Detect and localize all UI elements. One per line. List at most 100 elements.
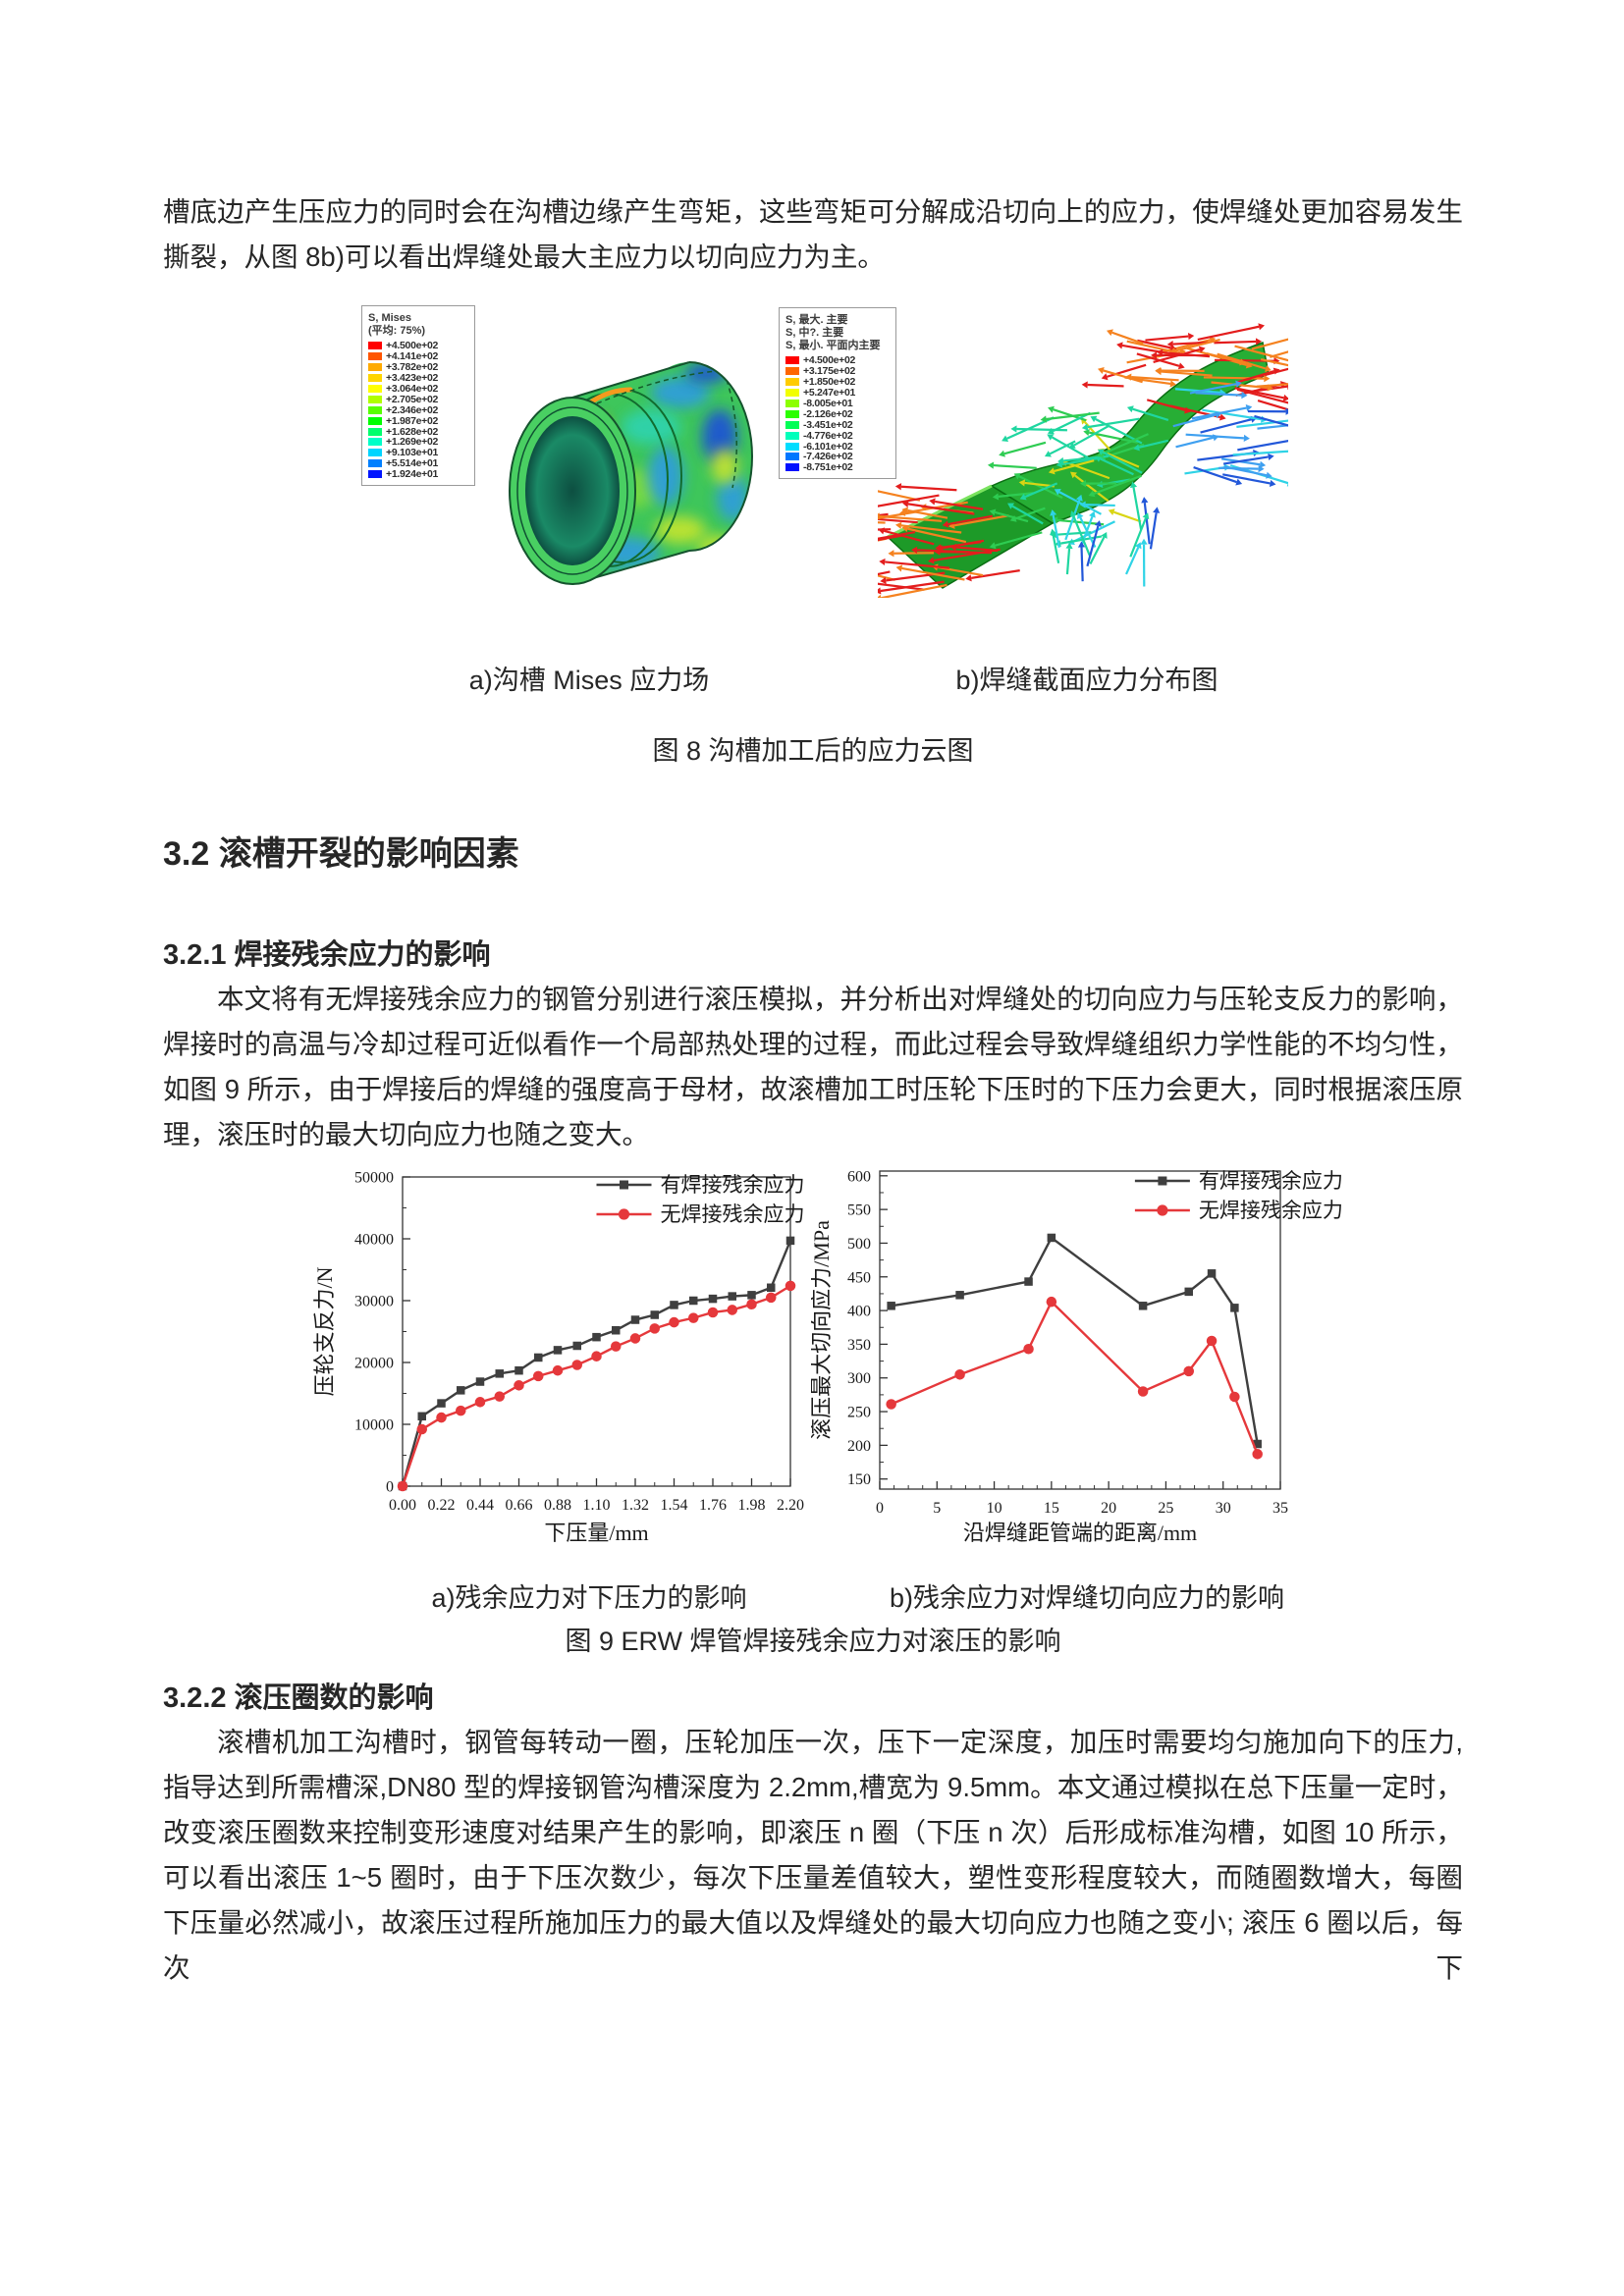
figure-9: 0.00 0.22 0.44 0.66 0.88 1.10 1.32 1.54 1.76 1.98… — [163, 1157, 1463, 1555]
legend-value: +3.782e+02 — [386, 361, 439, 374]
series-1 — [886, 1296, 1263, 1460]
legend-row: +4.141e+02 — [368, 350, 469, 362]
svg-text:15: 15 — [1044, 1500, 1059, 1517]
page-content: 槽底边产生压应力的同时会在沟槽边缘产生弯矩，这些弯矩可分解成沿切向上的应力，使焊… — [163, 0, 1463, 1991]
svg-text:30: 30 — [1216, 1500, 1231, 1517]
legend-value: +4.500e+02 — [386, 340, 439, 352]
legend-title: S, 最大. 主要 — [785, 314, 848, 326]
legend-row: +3.175e+02 — [785, 365, 891, 377]
svg-text:200: 200 — [847, 1438, 871, 1455]
chart-max-tangential-stress: 0 5 10 15 20 25 30 35 150 200 250 300 350 400 450 500 55… — [811, 1168, 1343, 1545]
legend-title: S, Mises — [368, 312, 412, 324]
legend-value: +5.514e+01 — [386, 457, 439, 470]
legend-value: -7.426e+02 — [803, 451, 853, 463]
legend-row: +3.782e+02 — [368, 361, 469, 374]
color-swatch — [785, 463, 799, 472]
svg-text:1.10: 1.10 — [583, 1497, 611, 1514]
legend-row: +1.269e+02 — [368, 436, 469, 448]
abaqus-legend-mises: S, Mises (平均: 75%) +4.500e+02 +4.141e+02 +… — [361, 305, 475, 486]
legend-value: -4.776e+02 — [803, 429, 853, 442]
legend-row: -7.426e+02 — [785, 451, 891, 463]
svg-text:0: 0 — [876, 1500, 884, 1517]
color-swatch — [368, 342, 382, 350]
legend-color-scale: +4.500e+02 +4.141e+02 +3.782e+02 +3.423e+02… — [368, 340, 469, 480]
svg-text:150: 150 — [847, 1471, 871, 1488]
color-swatch — [785, 356, 799, 365]
svg-text:有焊接残余应力: 有焊接残余应力 — [661, 1173, 805, 1197]
svg-text:0.00: 0.00 — [389, 1497, 416, 1514]
svg-text:450: 450 — [847, 1269, 871, 1286]
axes: 0 5 10 15 20 25 30 35 150 200 250 300 350 400 450 500 55… — [847, 1168, 1288, 1517]
y-axis-label: 压轮支反力/N — [312, 1266, 337, 1396]
abaqus-legend-principal: S, 最大. 主要 S, 中?. 主要 S, 最小. 平面内主要 +4.500e… — [779, 307, 896, 479]
svg-text:40000: 40000 — [354, 1232, 394, 1249]
legend-value: +2.346e+02 — [386, 403, 439, 416]
legend-row: +3.064e+02 — [368, 383, 469, 395]
heading-3-2-1: 3.2.1 焊接残余应力的影响 — [163, 939, 491, 971]
color-swatch — [368, 470, 382, 479]
caption-8b: b)焊缝截面应力分布图 — [955, 666, 1218, 695]
legend-row: +1.924e+01 — [368, 468, 469, 480]
color-swatch — [368, 427, 382, 436]
svg-text:5: 5 — [933, 1500, 941, 1517]
chart-roller-reaction-force: 0.00 0.22 0.44 0.66 0.88 1.10 1.32 1.54 1.76 1.98… — [312, 1170, 805, 1546]
svg-text:1.32: 1.32 — [622, 1497, 649, 1514]
svg-text:0.22: 0.22 — [428, 1497, 456, 1514]
color-swatch — [368, 385, 382, 393]
legend-row: +1.987e+02 — [368, 415, 469, 427]
legend-row: +4.500e+02 — [368, 340, 469, 352]
svg-text:350: 350 — [847, 1337, 871, 1354]
color-swatch — [785, 389, 799, 398]
svg-text:20000: 20000 — [354, 1356, 394, 1372]
legend-value: +9.103e+01 — [386, 447, 439, 459]
y-axis-label: 滚压最大切向应力/MPa — [811, 1220, 834, 1440]
svg-text:0.44: 0.44 — [466, 1497, 494, 1514]
legend-value: +3.423e+02 — [386, 372, 439, 385]
legend-row: +3.423e+02 — [368, 372, 469, 385]
svg-text:400: 400 — [847, 1304, 871, 1320]
legend-subtitle: (平均: 75%) — [368, 325, 426, 337]
legend-title: S, 中?. 主要 — [785, 327, 844, 339]
caption-figure-8: 图 8 沟槽加工后的应力云图 — [652, 736, 974, 766]
svg-text:0: 0 — [386, 1479, 394, 1496]
svg-text:0.66: 0.66 — [506, 1497, 533, 1514]
paragraph-321: 本文将有无焊接残余应力的钢管分别进行滚压模拟，并分析出对焊缝处的切向应力与压轮支… — [163, 984, 1463, 1149]
x-axis-label: 沿焊缝距管端的距离/mm — [963, 1521, 1197, 1545]
svg-text:2.20: 2.20 — [777, 1497, 804, 1514]
stress-vectors — [878, 323, 1288, 598]
svg-text:无焊接残余应力: 无焊接残余应力 — [1199, 1199, 1343, 1222]
svg-text:300: 300 — [847, 1370, 871, 1387]
axes: 0.00 0.22 0.44 0.66 0.88 1.10 1.32 1.54 1.76 1.98… — [354, 1170, 804, 1515]
svg-text:35: 35 — [1272, 1500, 1288, 1517]
color-swatch — [368, 459, 382, 468]
caption-figure-9: 图 9 ERW 焊管焊接残余应力对滚压的影响 — [565, 1627, 1061, 1656]
legend-row: +2.705e+02 — [368, 394, 469, 405]
pipe-bore — [525, 416, 620, 565]
color-swatch — [368, 405, 382, 414]
legend-row: +5.514e+01 — [368, 457, 469, 470]
svg-text:25: 25 — [1158, 1500, 1173, 1517]
pipe-stress-contour-image — [509, 361, 753, 585]
figure9-subcaptions: a)残余应力对下压力的影响 b)残余应力对焊缝切向应力的影响 — [163, 1576, 1463, 1618]
legend-row: +2.346e+02 — [368, 403, 469, 416]
legend-value: -8.005e+01 — [803, 398, 853, 410]
heading-3-2: 3.2 滚槽开裂的影响因素 — [163, 835, 519, 873]
svg-text:30000: 30000 — [354, 1294, 394, 1310]
legend-row: +4.500e+02 — [785, 354, 891, 366]
color-swatch — [785, 442, 799, 451]
color-swatch — [368, 374, 382, 383]
figure-8: S, Mises (平均: 75%) +4.500e+02 +4.141e+02 +… — [163, 294, 1463, 659]
legend-row: +9.103e+01 — [368, 447, 469, 459]
color-swatch — [368, 449, 382, 457]
svg-text:550: 550 — [847, 1202, 871, 1219]
caption-9a: a)残余应力对下压力的影响 — [431, 1583, 747, 1613]
legend-value: -2.126e+02 — [803, 407, 853, 420]
legend-value: +1.850e+02 — [803, 376, 856, 389]
color-swatch — [785, 431, 799, 440]
legend-row: +5.247e+01 — [785, 387, 891, 399]
paragraph-intro: 槽底边产生压应力的同时会在沟槽边缘产生弯矩，这些弯矩可分解成沿切向上的应力，使焊… — [163, 196, 1463, 272]
svg-text:250: 250 — [847, 1405, 871, 1421]
svg-text:500: 500 — [847, 1236, 871, 1253]
